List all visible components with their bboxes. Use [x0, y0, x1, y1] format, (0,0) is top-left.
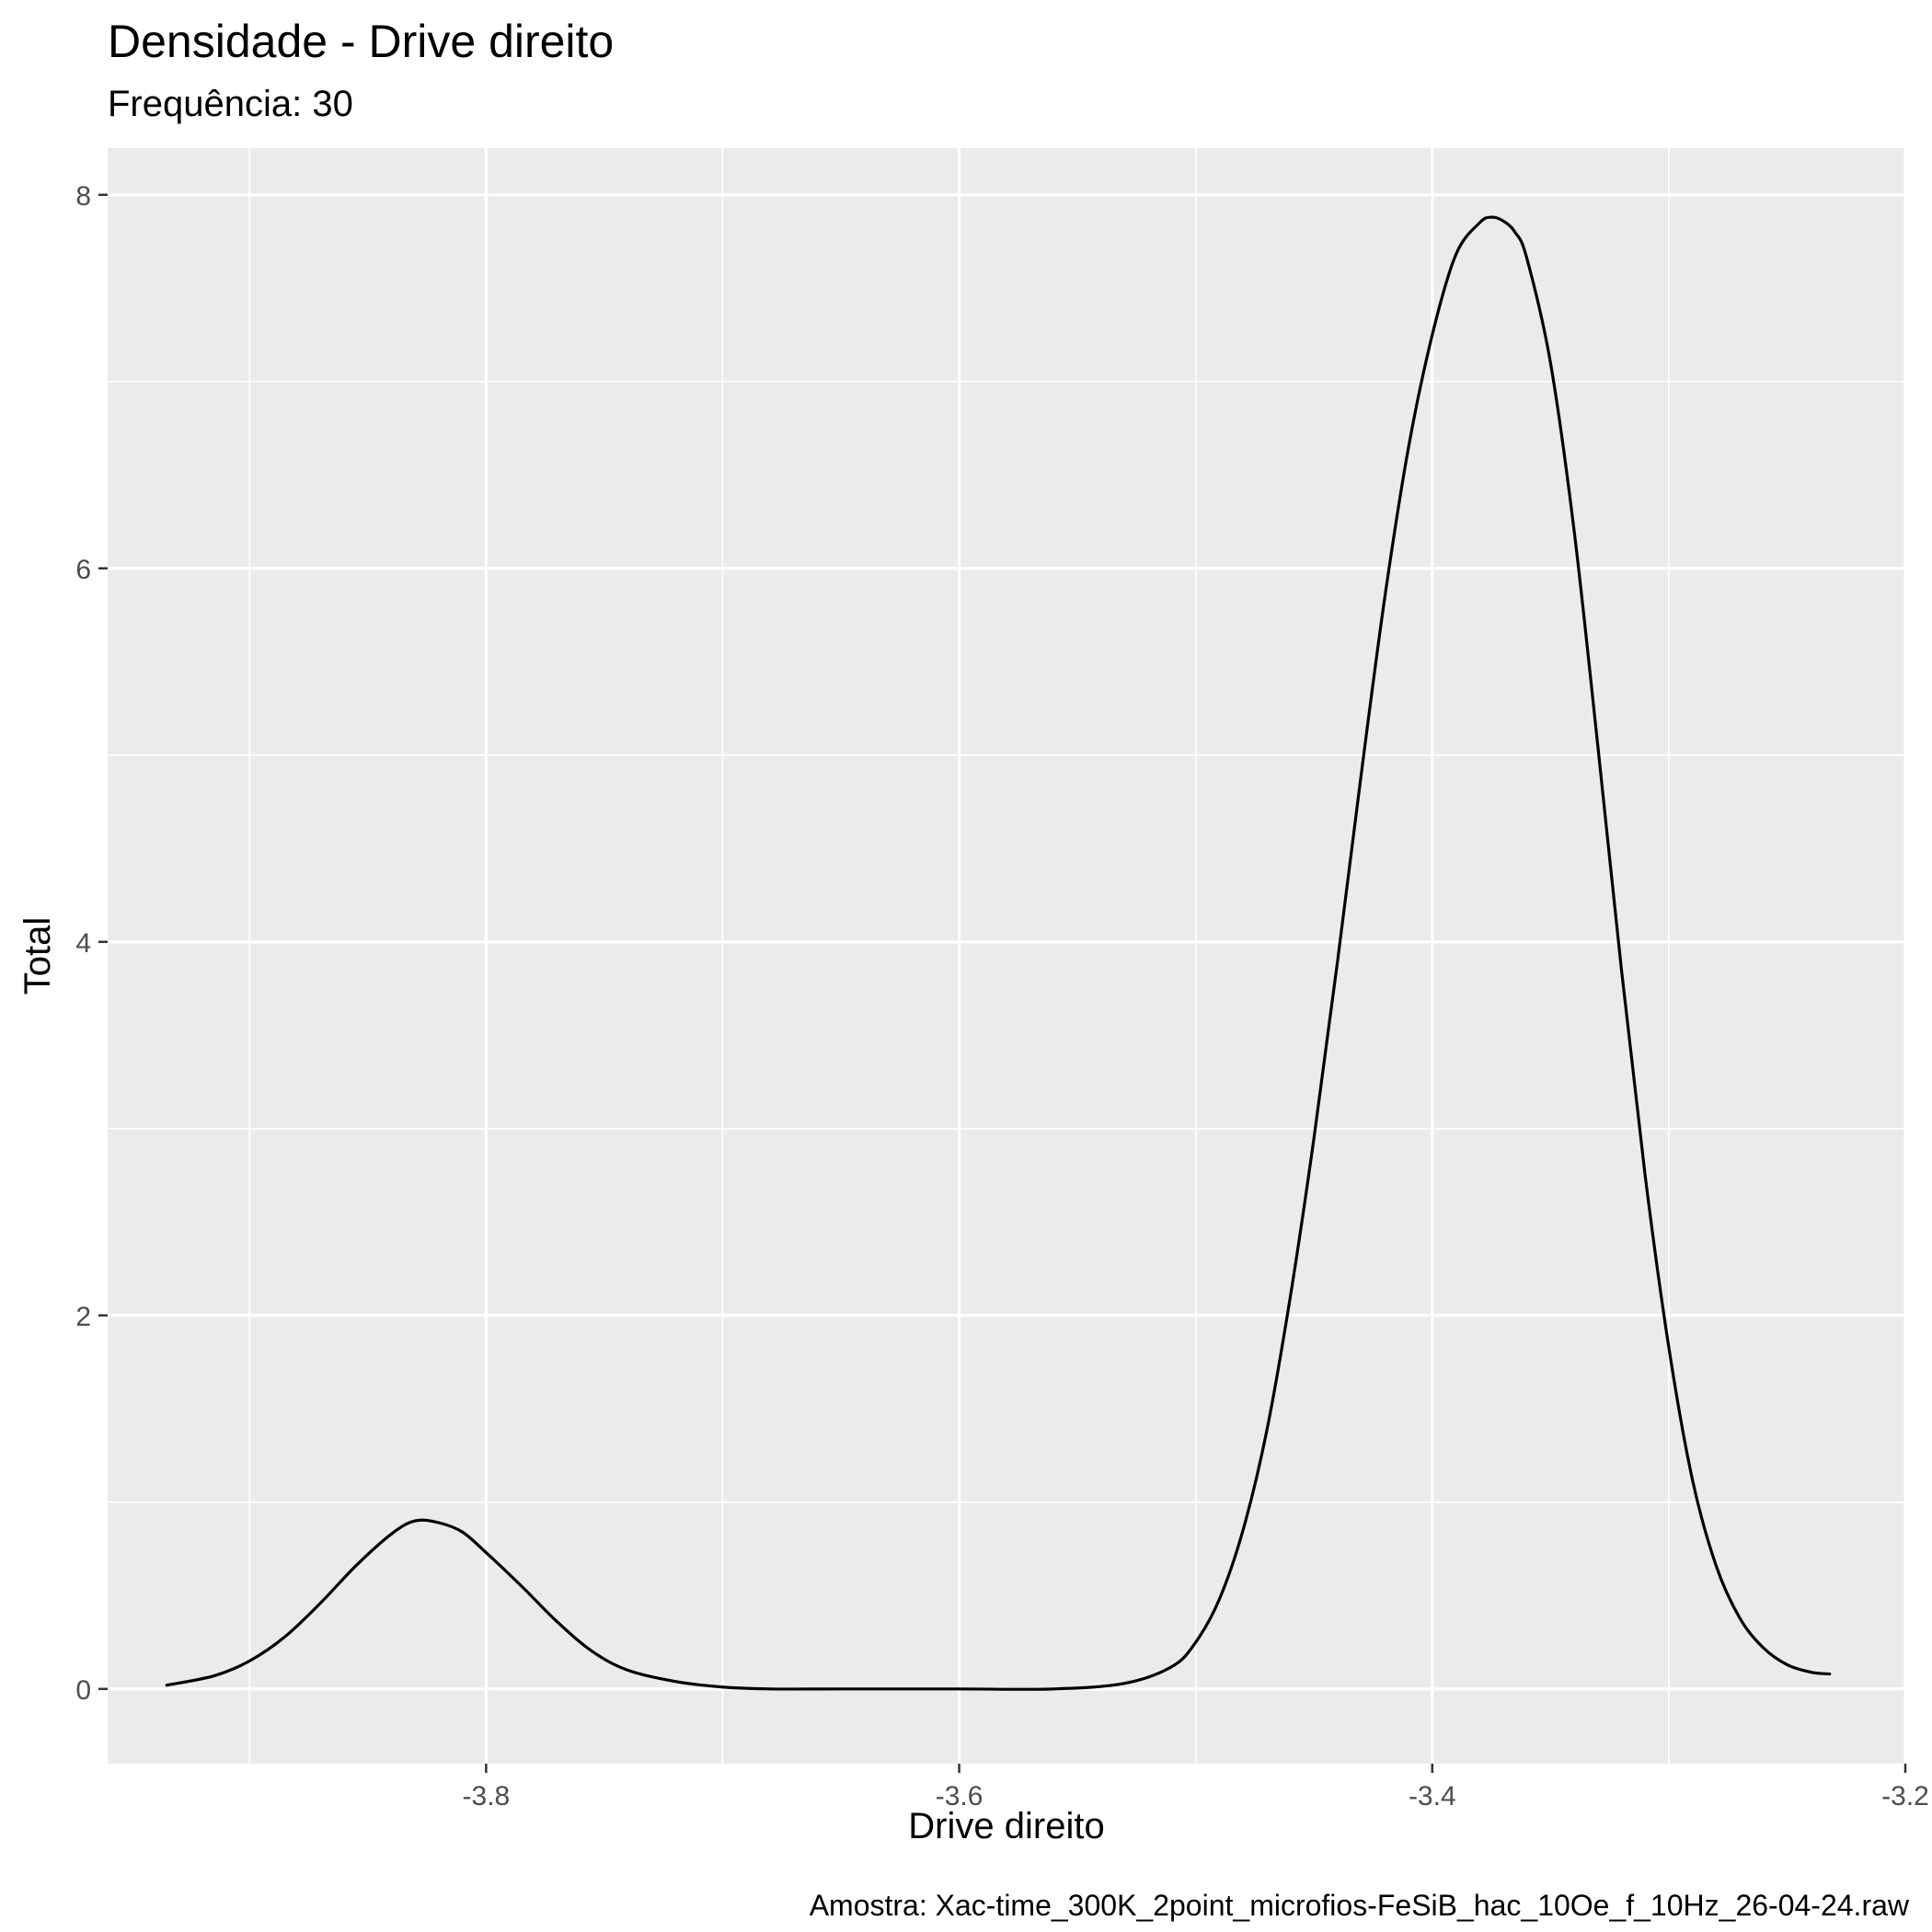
sample-caption: Amostra: Xac-time_300K_2point_microfios-…: [810, 1889, 1910, 1922]
x-axis: -3.8 -3.6 -3.4 -3.2: [463, 1764, 1929, 1811]
x-axis-title: Drive direito: [908, 1806, 1104, 1846]
y-axis: 0 2 4 6 8: [75, 181, 108, 1706]
x-tick-label: -3.8: [463, 1781, 511, 1811]
y-tick-label: 2: [75, 1302, 91, 1332]
density-line: [165, 215, 1832, 1691]
y-tick-label: 0: [75, 1675, 91, 1706]
y-tick-label: 8: [75, 181, 91, 212]
y-tick-label: 4: [75, 928, 91, 959]
y-tick-label: 6: [75, 555, 91, 585]
x-tick-label: -3.2: [1881, 1781, 1929, 1811]
plot-panel: [108, 148, 1905, 1764]
grid-minor: [108, 148, 1905, 1764]
y-axis-title: Total: [17, 917, 58, 995]
x-tick-label: -3.6: [936, 1781, 983, 1811]
chart-subtitle: Frequência: 30: [108, 84, 353, 124]
x-tick-label: -3.4: [1409, 1781, 1456, 1811]
chart-title: Densidade - Drive direito: [108, 16, 614, 67]
